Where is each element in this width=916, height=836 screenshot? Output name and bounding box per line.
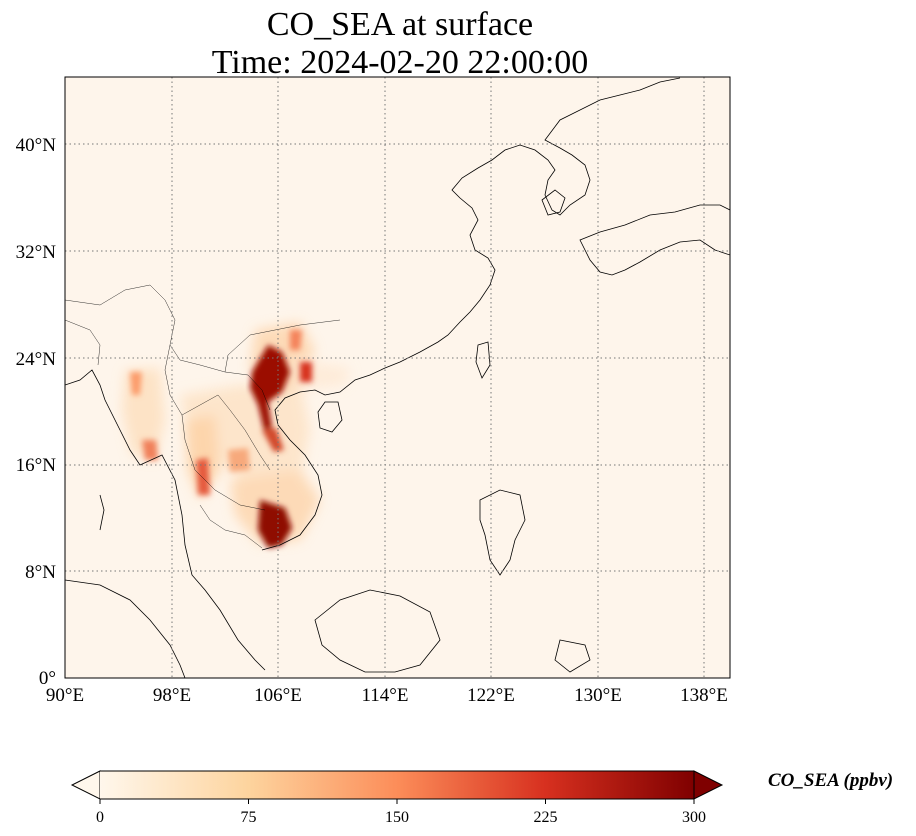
- colorbar-tick-label: 225: [534, 809, 558, 826]
- colorbar-max-extend-arrow: [693, 770, 724, 800]
- lon-tick-label: 90°E: [46, 685, 84, 706]
- lon-tick-label: 138°E: [680, 685, 728, 706]
- lat-tick-label: 16°N: [16, 455, 57, 476]
- lon-tick-label: 122°E: [467, 685, 515, 706]
- colorbar-gradient: [100, 771, 694, 799]
- colorbar-min-extend-arrow: [70, 770, 101, 800]
- lat-tick-label: 32°N: [16, 242, 57, 263]
- lat-tick-label: 40°N: [16, 135, 57, 156]
- lat-tick-label: 24°N: [16, 349, 57, 370]
- map-subtitle-time: Time: 2024-02-20 22:00:00: [211, 44, 589, 81]
- lon-tick-labels: 90°E 98°E 106°E 114°E 122°E 130°E 138°E: [46, 685, 728, 706]
- lon-tick-label: 106°E: [254, 685, 302, 706]
- lon-tick-label: 98°E: [153, 685, 191, 706]
- lat-tick-label: 8°N: [25, 562, 56, 583]
- map-area[interactable]: [65, 77, 730, 678]
- coastlines: [65, 77, 730, 678]
- colorbar: 0 75 150 225 300: [70, 770, 724, 826]
- lat-tick-labels: 0° 8°N 16°N 24°N 32°N 40°N: [16, 135, 57, 689]
- colorbar-title: CO_SEA (ppbv): [768, 770, 894, 791]
- lon-tick-label: 114°E: [362, 685, 409, 706]
- gridlines: [65, 77, 730, 678]
- colorbar-tick-label: 150: [385, 809, 409, 826]
- colorbar-tick-label: 300: [682, 809, 706, 826]
- map-title: CO_SEA at surface: [266, 6, 534, 43]
- country-borders: [65, 284, 341, 549]
- colorbar-tick-label: 75: [241, 809, 257, 826]
- lon-tick-label: 130°E: [574, 685, 622, 706]
- colorbar-tick-label: 0: [96, 809, 104, 826]
- map-frame: [64, 76, 731, 679]
- lat-tick-label: 0°: [39, 668, 56, 689]
